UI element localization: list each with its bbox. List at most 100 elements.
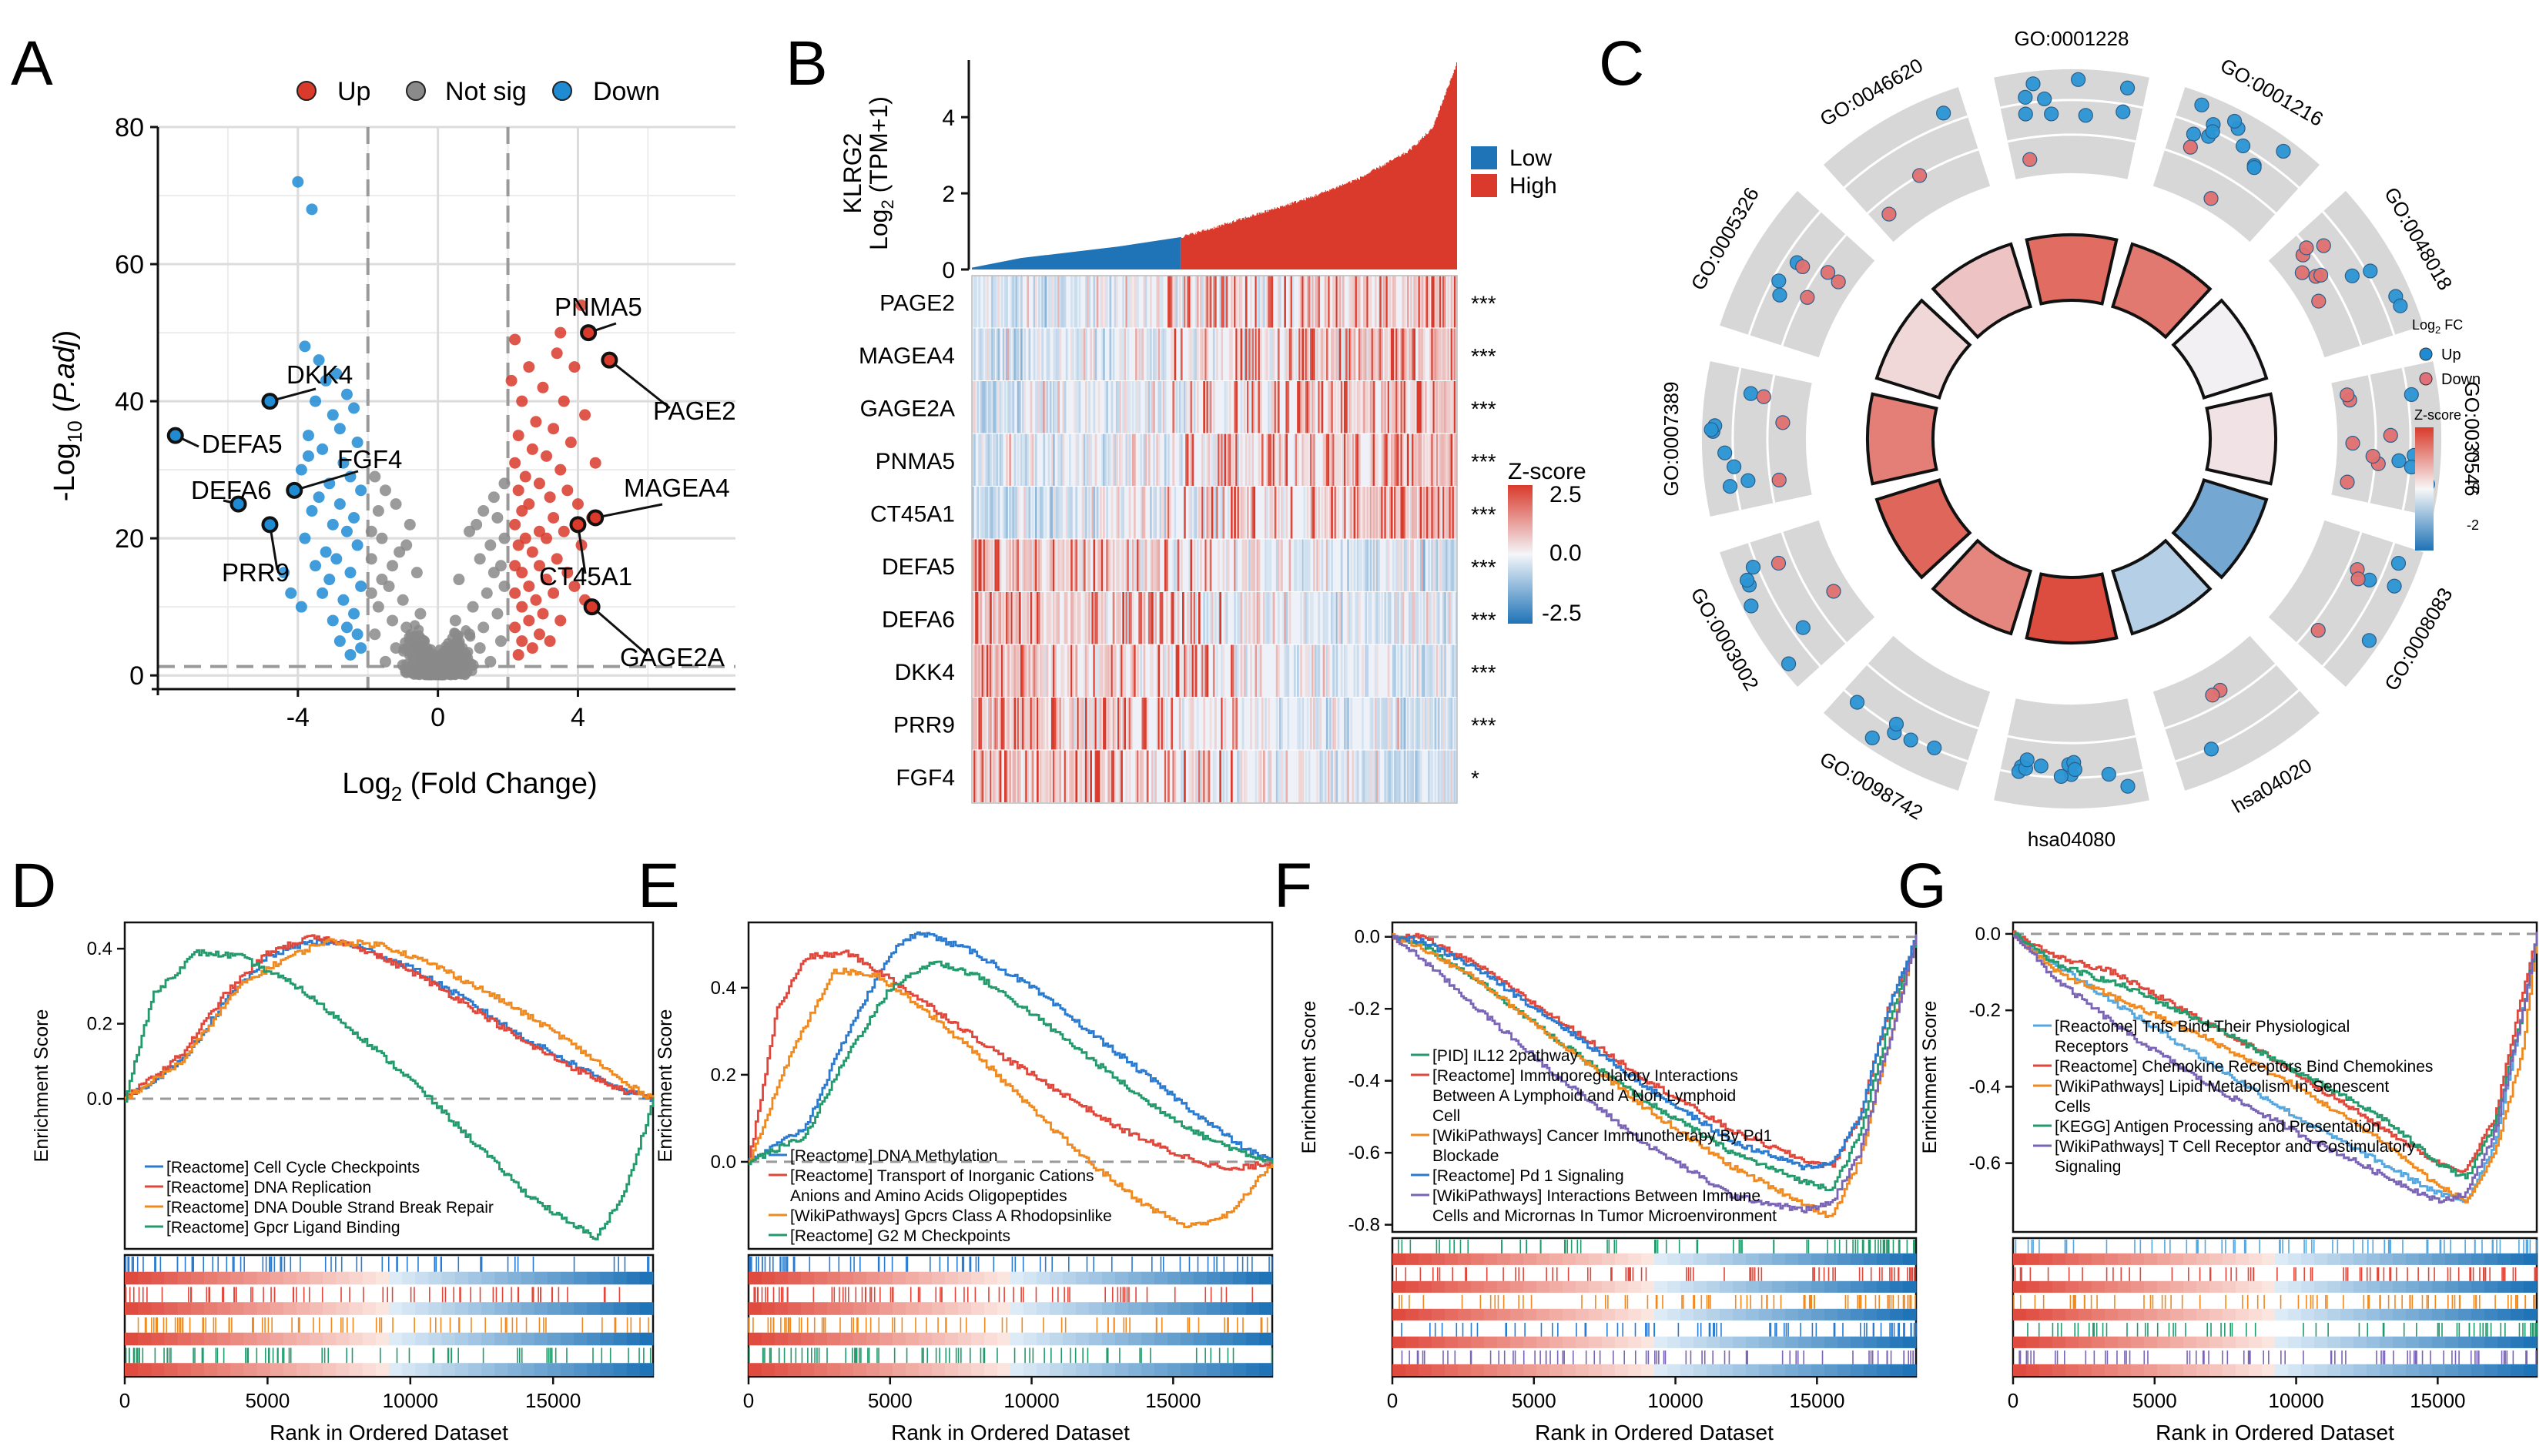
heatmap-cell <box>1106 592 1108 645</box>
gsea-rank-strip <box>1181 1332 1194 1346</box>
heatmap-cell <box>1190 276 1193 329</box>
heatmap-cell <box>1306 698 1309 751</box>
volcano-point <box>327 409 339 421</box>
heatmap-cell <box>1360 328 1362 381</box>
heatmap-cell <box>1000 698 1003 751</box>
gsea-rank-strip <box>1602 1336 1616 1348</box>
heatmap-cell <box>1266 433 1268 487</box>
gsea-rank-strip <box>1589 1253 1603 1265</box>
gsea-rank-strip <box>2353 1280 2367 1293</box>
heatmap-cell <box>996 328 999 381</box>
gsea-rank-strip <box>1497 1308 1511 1320</box>
heatmap-cell <box>1224 276 1227 329</box>
volcano-y-tick-label: 0 <box>129 661 144 691</box>
heatmap-cell <box>1444 381 1446 434</box>
gsea-rank-strip <box>1220 1363 1234 1376</box>
gsea-rank-strip <box>230 1271 244 1285</box>
heatmap-cell <box>973 539 976 592</box>
volcano-point <box>365 525 377 537</box>
heatmap-cell <box>994 276 997 329</box>
heatmap-cell <box>993 328 995 381</box>
heatmap-cell <box>1188 487 1191 540</box>
gsea-rank-strip <box>1667 1308 1681 1320</box>
heatmap-cell <box>994 381 997 434</box>
heatmap-cell <box>1200 539 1202 592</box>
heatmap-cell <box>1410 750 1412 803</box>
heatmap-cell <box>1104 644 1107 698</box>
heatmap-cell <box>1188 750 1191 803</box>
gsea-rank-strip <box>151 1332 165 1346</box>
heatmap-cell <box>1353 644 1356 698</box>
gsea-rank-strip <box>2262 1253 2276 1265</box>
heatmap-cell <box>1114 644 1117 698</box>
heatmap-cell <box>1449 381 1452 434</box>
gsea-rank-strip <box>296 1271 310 1285</box>
heatmap-cell <box>1247 487 1249 540</box>
heatmap-cell <box>1127 539 1130 592</box>
heatmap-cell <box>1258 644 1261 698</box>
heatmap-cell <box>1293 433 1296 487</box>
gsea-rank-strip <box>151 1271 165 1285</box>
volcano-point <box>516 395 528 407</box>
heatmap-cell <box>1138 381 1141 434</box>
volcano-point <box>554 326 567 339</box>
heatmap-cell <box>1140 328 1143 381</box>
heatmap-cell <box>988 487 990 540</box>
heatmap-cell <box>1450 276 1453 329</box>
gsea-y-tick-label: -0.6 <box>1348 1143 1380 1163</box>
heatmap-cell <box>1141 750 1144 803</box>
volcano-point <box>278 567 290 579</box>
gsea-rank-strip <box>1563 1253 1576 1265</box>
gsea-rank-strip <box>1693 1308 1707 1320</box>
heatmap-cell <box>1253 381 1256 434</box>
heatmap-cell <box>1070 539 1073 592</box>
heatmap-cell <box>1258 276 1261 329</box>
heatmap-cell <box>1405 644 1408 698</box>
heatmap-cell <box>1432 487 1435 540</box>
gsea-rank-strip <box>1628 1336 1642 1348</box>
heatmap-cell <box>1435 592 1439 645</box>
gsea-rank-strip <box>375 1363 390 1376</box>
heatmap-cell <box>1128 539 1131 592</box>
heatmap-cell <box>1074 750 1076 803</box>
heatmap-cell <box>1018 750 1021 803</box>
gsea-x-tick-label: 0 <box>119 1389 130 1412</box>
volcano-point <box>477 505 490 517</box>
heatmap-cell <box>1232 433 1234 487</box>
heatmap-cell <box>1266 539 1268 592</box>
gsea-rank-strip <box>1851 1280 1864 1293</box>
heatmap-cell <box>1094 698 1097 751</box>
heatmap-cell <box>1416 276 1419 329</box>
gsea-x-tick-label: 10000 <box>1647 1389 1703 1412</box>
heatmap-cell <box>1012 276 1015 329</box>
gsea-rank-strip <box>494 1271 508 1285</box>
heatmap-cell <box>1376 433 1379 487</box>
heatmap-cell <box>1147 381 1151 434</box>
circle-sector-go-0001216 <box>2152 87 2320 243</box>
heatmap-cell <box>1023 644 1026 698</box>
heatmap-cell <box>1212 381 1215 434</box>
gsea-rank-strip <box>2367 1280 2380 1293</box>
heatmap-cell <box>1402 433 1405 487</box>
heatmap-cell <box>1234 276 1236 329</box>
gsea-rank-strip <box>2511 1253 2524 1265</box>
heatmap-cell <box>1046 539 1049 592</box>
heatmap-cell <box>1256 328 1259 381</box>
heatmap-cell <box>1020 644 1023 698</box>
heatmap-cell <box>1387 276 1390 329</box>
heatmap-cell <box>1329 698 1332 751</box>
gsea-rank-strip <box>1576 1364 1590 1376</box>
notsig-point <box>404 631 414 642</box>
heatmap-cell <box>1316 276 1318 329</box>
heatmap-cell <box>1153 433 1155 487</box>
gsea-rank-strip <box>2353 1253 2367 1265</box>
heatmap-cell <box>1397 698 1399 751</box>
heatmap-cell <box>1421 276 1424 329</box>
heatmap-cell <box>1101 750 1104 803</box>
heatmap-cell <box>1309 328 1312 381</box>
heatmap-cell <box>1065 328 1068 381</box>
heatmap-cell <box>1245 433 1248 487</box>
highlighted-gene-point <box>229 495 247 513</box>
gsea-rank-strip <box>1523 1336 1537 1348</box>
volcano-point <box>509 457 521 469</box>
